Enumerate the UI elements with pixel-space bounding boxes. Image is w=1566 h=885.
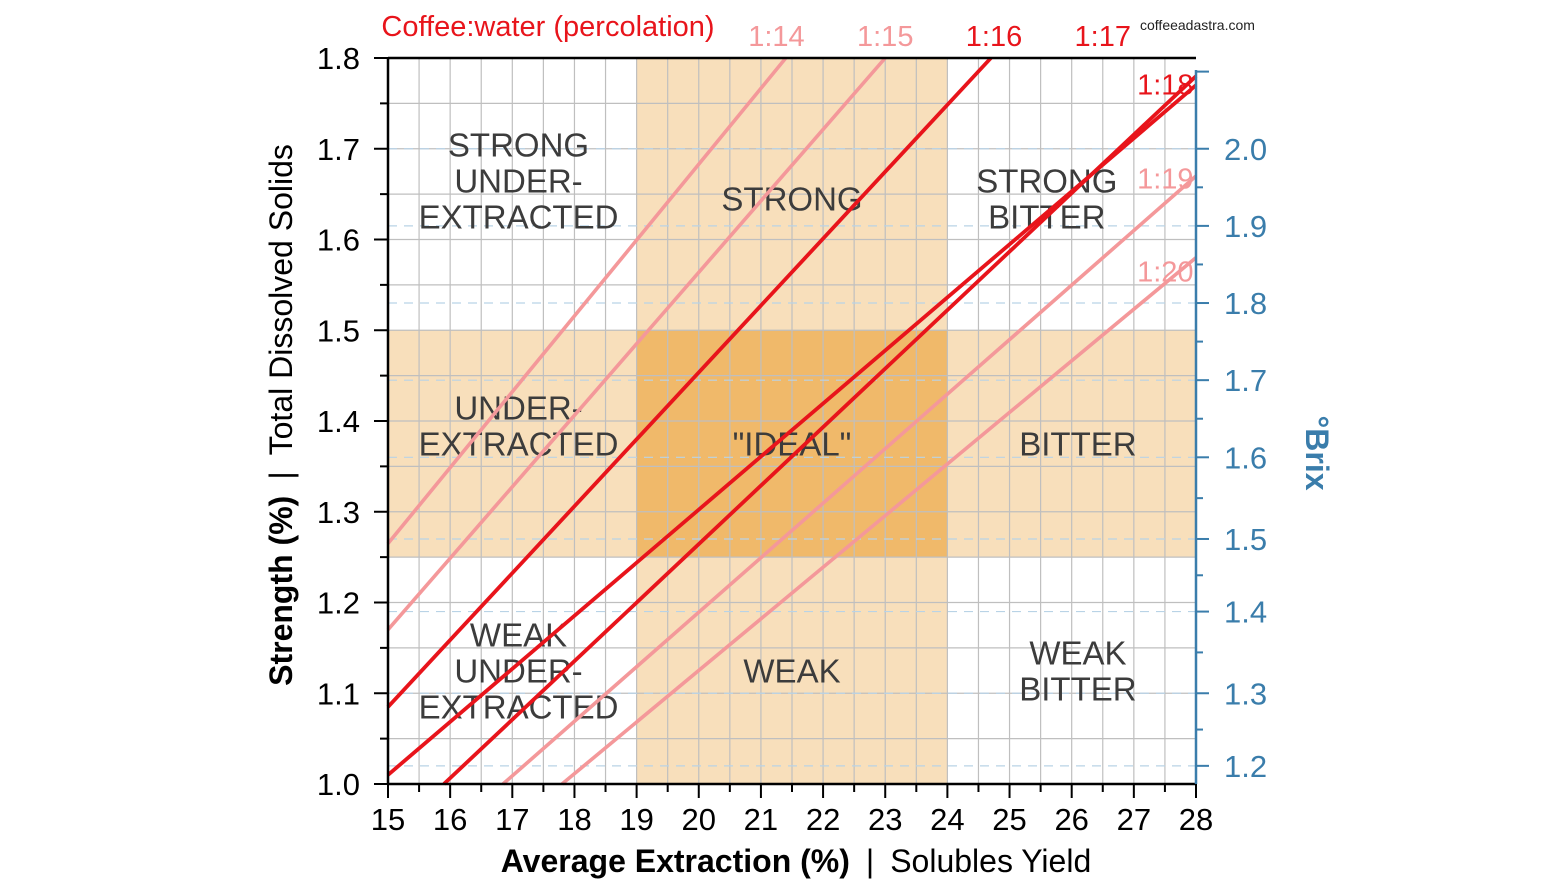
y-tick-label: 1.7 xyxy=(317,132,360,167)
grid-layer xyxy=(388,58,1196,784)
right-axis-title: °Brix xyxy=(1299,415,1335,490)
ratio-label: 1:18 xyxy=(1137,69,1193,101)
x-tick-label: 16 xyxy=(433,802,467,837)
chart-title: Coffee:water (percolation) xyxy=(381,11,714,43)
ratio-label: 1:20 xyxy=(1137,256,1193,288)
x-tick-label: 19 xyxy=(619,802,653,837)
y-axis-title: Strength (%) | Total Dissolved Solids xyxy=(263,144,299,686)
ratio-line-1-19 xyxy=(501,174,1198,786)
brix-tick-label: 1.2 xyxy=(1224,749,1267,784)
ratio-label: 1:14 xyxy=(748,21,804,53)
x-tick-label: 25 xyxy=(992,802,1026,837)
region-label: STRONG xyxy=(448,127,589,164)
region-label: WEAK xyxy=(1029,635,1126,672)
y-tick-label: 1.3 xyxy=(317,495,360,530)
region-label: UNDER- xyxy=(454,163,582,200)
ratio-label: 1:19 xyxy=(1137,164,1193,196)
region-label: BITTER xyxy=(1019,426,1136,463)
region-label: UNDER- xyxy=(454,390,582,427)
ratio-label: 1:17 xyxy=(1075,21,1131,53)
region-label: BITTER xyxy=(1019,671,1136,708)
y-axis-title-separator: | xyxy=(263,471,299,479)
y-tick-label: 1.2 xyxy=(317,586,360,621)
x-tick-label: 22 xyxy=(806,802,840,837)
ratio-label: 1:16 xyxy=(966,21,1022,53)
ratio-line-1-17 xyxy=(386,83,1198,777)
x-axis-title: Average Extraction (%) | Solubles Yield xyxy=(501,843,1091,879)
ticks-layer: 15 16 17 18 19 20 21 22 23 24 25 26 27 28 1.0 1.1 1.2 1.3… xyxy=(317,41,1267,837)
x-axis-title-bold: Average Extraction (%) xyxy=(501,843,850,879)
y-tick-label: 1.4 xyxy=(317,404,360,439)
x-axis-title-rest: Solubles Yield xyxy=(890,843,1091,879)
brix-tick-label: 1.8 xyxy=(1224,286,1267,321)
region-label: STRONG xyxy=(976,163,1117,200)
x-tick-label: 17 xyxy=(495,802,529,837)
y-axis-title-rest: Total Dissolved Solids xyxy=(263,144,299,455)
brix-tick-label: 1.3 xyxy=(1224,676,1267,711)
ratio-labels-layer: 1:14 1:15 1:16 1:171:18 1:19 1:20 xyxy=(748,21,1193,288)
region-label: EXTRACTED xyxy=(419,199,619,236)
y-axis-title-bold: Strength (%) xyxy=(263,496,299,686)
x-tick-label: 24 xyxy=(930,802,964,837)
x-tick-label: 28 xyxy=(1179,802,1213,837)
brix-tick-label: 1.6 xyxy=(1224,440,1267,475)
x-tick-label: 26 xyxy=(1054,802,1088,837)
brix-tick-label: 1.9 xyxy=(1224,209,1267,244)
y-tick-label: 1.8 xyxy=(317,41,360,76)
ratio-line-1-15 xyxy=(386,56,887,631)
y-tick-label: 1.6 xyxy=(317,223,360,258)
y-tick-label: 1.1 xyxy=(317,676,360,711)
y-tick-label: 1.0 xyxy=(317,767,360,802)
x-tick-label: 27 xyxy=(1117,802,1151,837)
ratio-line-1-18 xyxy=(442,74,1198,786)
x-tick-label: 23 xyxy=(868,802,902,837)
region-label: WEAK xyxy=(743,653,840,690)
brix-tick-label: 1.4 xyxy=(1224,595,1267,630)
x-tick-label: 20 xyxy=(682,802,716,837)
x-tick-label: 18 xyxy=(557,802,591,837)
ratio-lines-layer xyxy=(386,56,1198,786)
brix-tick-label: 1.7 xyxy=(1224,363,1267,398)
x-tick-label: 21 xyxy=(744,802,778,837)
brix-tick-label: 1.5 xyxy=(1224,522,1267,557)
ratio-line-1-14 xyxy=(386,56,788,545)
y-tick-label: 1.5 xyxy=(317,313,360,348)
ratio-line-1-20 xyxy=(560,256,1198,786)
x-tick-label: 15 xyxy=(371,802,405,837)
region-label: EXTRACTED xyxy=(419,426,619,463)
watermark: coffeeadastra.com xyxy=(1140,17,1255,33)
region-label: STRONG xyxy=(721,181,862,218)
ratio-label: 1:15 xyxy=(857,21,913,53)
ratio-line-1-16 xyxy=(386,56,993,709)
brix-tick-label: 2.0 xyxy=(1224,132,1267,167)
x-axis-title-separator: | xyxy=(866,843,874,879)
